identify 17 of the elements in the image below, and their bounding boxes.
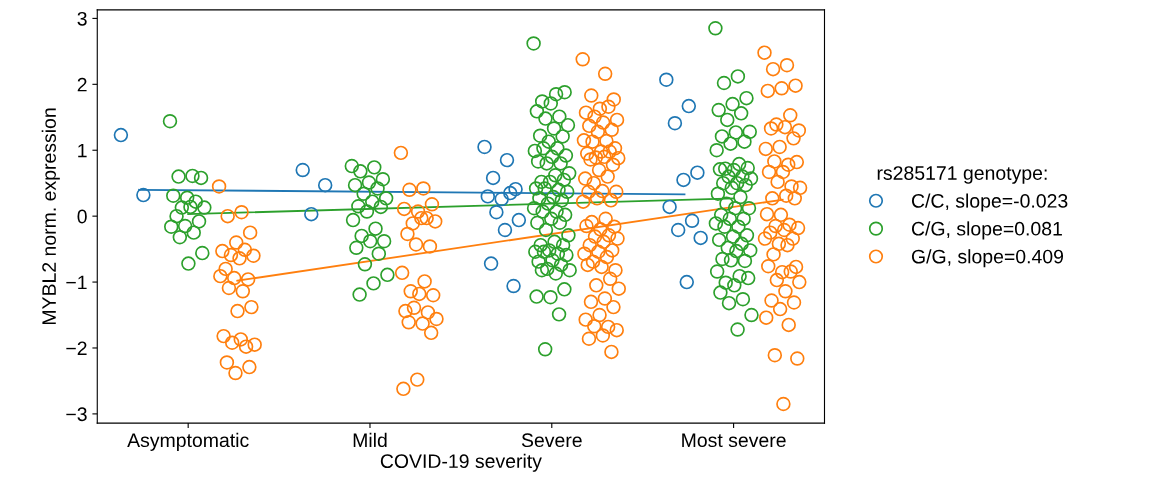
x-tick-label: Mild [353, 432, 387, 448]
y-tick-label: 0 [77, 209, 87, 224]
y-axis-title: MYBL2 norm. expression [41, 108, 60, 325]
y-tick-label: 1 [78, 143, 87, 158]
x-tick-label: Most severe [682, 433, 786, 448]
legend-label: C/C, slope=-0.023 [911, 193, 1068, 212]
legend-label: C/G, slope=0.081 [911, 221, 1062, 240]
x-tick-label: Asymptomatic [127, 432, 249, 451]
y-tick-label: −2 [66, 341, 87, 356]
y-tick-label: 3 [77, 11, 87, 26]
y-tick-label: 2 [77, 77, 87, 92]
legend-title: rs285171 genotype: [877, 166, 1047, 184]
y-tick-label: −3 [66, 407, 87, 422]
x-axis-title: COVID-19 severity [380, 453, 542, 472]
x-tick-label: Severe [521, 433, 582, 448]
legend-label: G/G, slope=0.409 [911, 249, 1064, 268]
y-tick-label: −1 [66, 275, 87, 290]
